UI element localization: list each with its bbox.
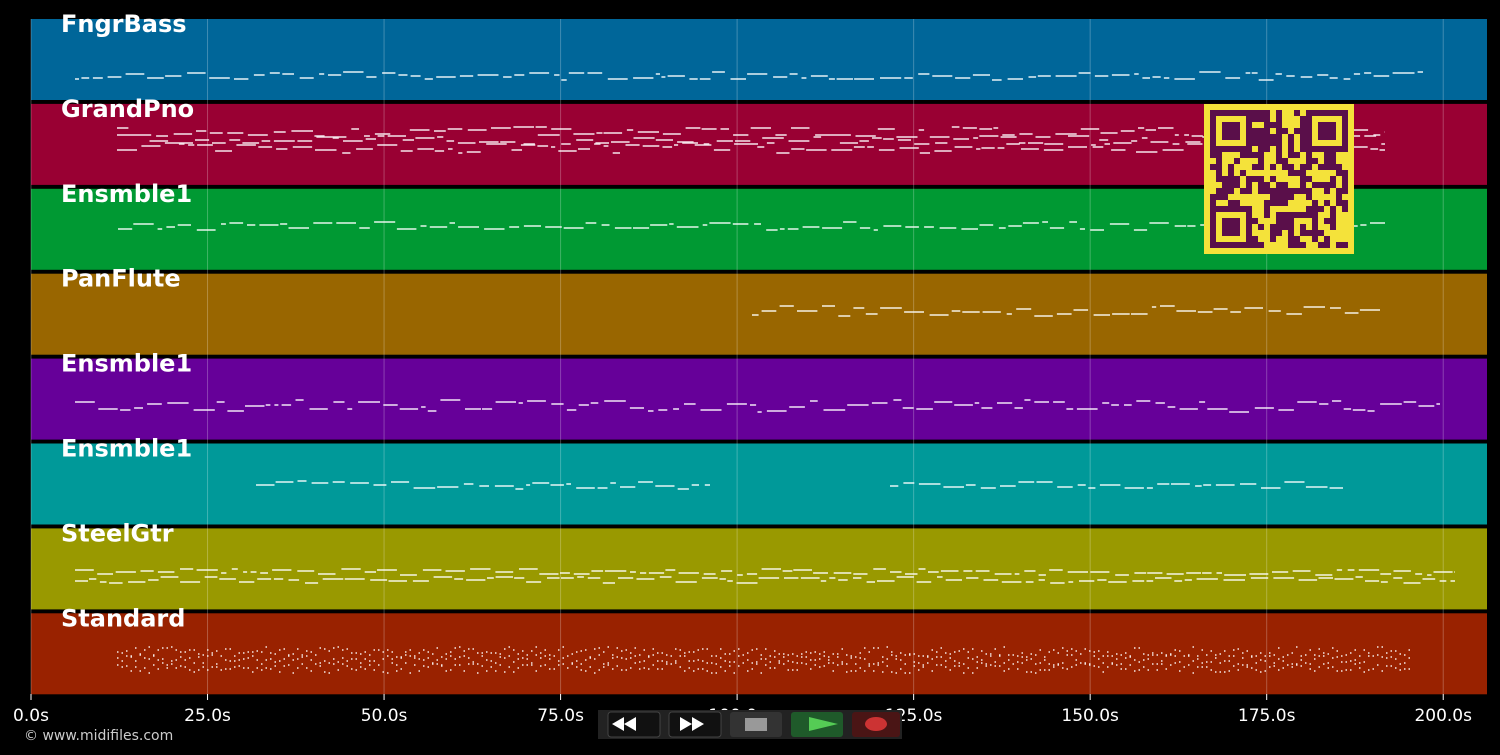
grid bbox=[30, 19, 1444, 694]
track-name: Standard bbox=[61, 604, 185, 632]
track-name: SteelGtr bbox=[61, 519, 174, 547]
rewind-button[interactable] bbox=[607, 711, 661, 738]
note-pattern bbox=[117, 646, 1410, 674]
record-button[interactable] bbox=[852, 712, 900, 737]
track-name: Ensmble1 bbox=[61, 350, 192, 378]
forward-icon bbox=[680, 717, 704, 731]
track-lane bbox=[31, 528, 1487, 610]
play-button[interactable] bbox=[791, 712, 843, 737]
track-lane bbox=[31, 273, 1487, 355]
stop-icon bbox=[745, 718, 767, 731]
note-pattern bbox=[75, 568, 1455, 584]
tick-label: 150.0s bbox=[1061, 706, 1119, 726]
tick-label: 0.0s bbox=[13, 706, 49, 726]
note-pattern bbox=[117, 126, 1385, 154]
track-name: GrandPno bbox=[61, 95, 194, 123]
forward-button[interactable] bbox=[668, 711, 722, 738]
copyright: © www.midifiles.com bbox=[24, 728, 173, 744]
play-icon bbox=[809, 717, 838, 731]
qr-code bbox=[1204, 104, 1354, 254]
qr-finder-core bbox=[1222, 122, 1240, 140]
tick-label: 25.0s bbox=[184, 706, 231, 726]
track-labels: FngrBass GrandPno Ensmble1 PanFlute Ensmble1… bbox=[61, 10, 194, 632]
note-pattern bbox=[75, 399, 1440, 413]
track-name: FngrBass bbox=[61, 10, 187, 38]
controls bbox=[598, 710, 902, 739]
track-lane bbox=[31, 358, 1487, 440]
track-lane bbox=[31, 443, 1487, 525]
qr-finder-core bbox=[1222, 218, 1240, 236]
rewind-icon bbox=[612, 717, 636, 731]
note-pattern bbox=[75, 71, 1423, 81]
tick-label: 75.0s bbox=[537, 706, 584, 726]
note-pattern bbox=[256, 480, 1343, 490]
track-name: Ensmble1 bbox=[61, 180, 192, 208]
track-name: Ensmble1 bbox=[61, 435, 192, 463]
qr-finder-core bbox=[1318, 122, 1336, 140]
tick-label: 50.0s bbox=[361, 706, 408, 726]
track-lane bbox=[31, 19, 1487, 100]
track-lane bbox=[31, 613, 1487, 695]
track-name: PanFlute bbox=[61, 265, 181, 293]
record-icon bbox=[865, 717, 887, 731]
qr-modules bbox=[1210, 110, 1348, 248]
tick-label: 175.0s bbox=[1238, 706, 1296, 726]
stop-button[interactable] bbox=[730, 712, 782, 737]
tick-label: 200.0s bbox=[1414, 706, 1472, 726]
note-pattern bbox=[752, 305, 1380, 317]
